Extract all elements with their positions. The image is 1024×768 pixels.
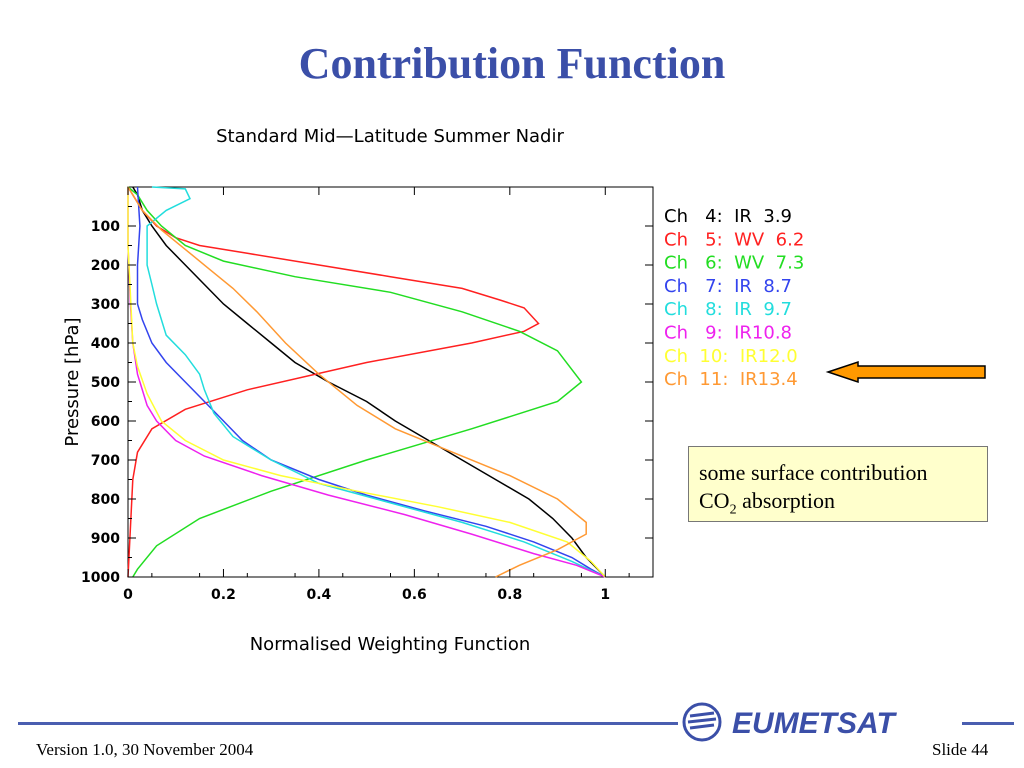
y-tick-label: 700 <box>91 453 120 469</box>
x-axis-label: Normalised Weighting Function <box>250 634 531 655</box>
legend-entry-8: Ch 11: IR13.4 <box>664 369 798 390</box>
logo-text: EUMETSAT <box>732 707 897 740</box>
legend-entry-3: Ch 6: WV 7.3 <box>664 253 804 274</box>
footer-line-right <box>962 722 1014 725</box>
annotation-rest: absorption <box>736 488 835 513</box>
legend-entry-2: Ch 5: WV 6.2 <box>664 229 804 250</box>
plot-frame <box>127 186 654 578</box>
ticks-layer: 0 0.2 0.4 0.6 0.8 1 100 200 300 400 500 600 700 800 90… <box>81 187 653 603</box>
legend-entry-5: Ch 8: IR 9.7 <box>664 299 792 320</box>
x-tick-label: 0.8 <box>497 587 522 603</box>
y-tick-label: 400 <box>91 336 120 352</box>
annotation-subscript: 2 <box>729 502 737 518</box>
series-layer <box>127 186 606 578</box>
chart-title: Standard Mid—Latitude Summer Nadir <box>216 126 564 147</box>
eumetsat-logo: EUMETSAT <box>682 702 897 742</box>
y-tick-label: 800 <box>91 492 120 508</box>
series-line-4 <box>136 186 606 578</box>
series-line-1 <box>132 186 606 578</box>
weighting-function-chart: Standard Mid—Latitude Summer Nadir 0 0.2 0… <box>62 126 986 655</box>
annotation-line-1: some surface contribution <box>699 460 928 485</box>
x-tick-label: 1 <box>600 587 610 603</box>
x-tick-label: 0.4 <box>307 587 332 603</box>
x-tick-label: 0.6 <box>402 587 427 603</box>
legend-entry-1: Ch 4: IR 3.9 <box>664 206 792 227</box>
legend-entry-4: Ch 7: IR 8.7 <box>664 276 792 297</box>
series-line-8 <box>127 186 587 578</box>
y-tick-label: 100 <box>91 219 120 235</box>
x-tick-label: 0 <box>123 587 133 603</box>
legend-entry-7: Ch 10: IR12.0 <box>664 346 798 367</box>
footer-slide-number: Slide 44 <box>932 740 989 759</box>
annotation-line-2: CO2 absorption <box>699 487 987 524</box>
legend-entry-6: Ch 9: IR10.8 <box>664 323 792 344</box>
y-tick-label: 200 <box>91 258 120 274</box>
y-tick-label: 600 <box>91 414 120 430</box>
footer-version: Version 1.0, 30 November 2004 <box>36 740 254 759</box>
annotation-box: some surface contribution CO2 absorption <box>688 446 988 522</box>
slide-title: Contribution Function <box>298 39 726 88</box>
legend: Ch 4: IR 3.9Ch 5: WV 6.2 Ch 6: WV 7.3Ch 7… <box>664 206 804 390</box>
y-tick-label: 300 <box>91 297 120 313</box>
y-tick-label: 900 <box>91 531 120 547</box>
series-line-2 <box>127 186 540 578</box>
y-tick-label: 1000 <box>81 570 120 586</box>
footer-line-left <box>18 722 678 725</box>
x-tick-label: 0.2 <box>211 587 236 603</box>
series-line-5 <box>146 186 606 578</box>
y-axis-label: Pressure [hPa] <box>62 317 83 446</box>
series-line-7 <box>127 187 606 578</box>
annotation-co: CO <box>699 488 730 513</box>
series-line-3 <box>127 186 583 578</box>
pointer-arrow <box>825 360 986 384</box>
y-tick-label: 500 <box>91 375 120 391</box>
